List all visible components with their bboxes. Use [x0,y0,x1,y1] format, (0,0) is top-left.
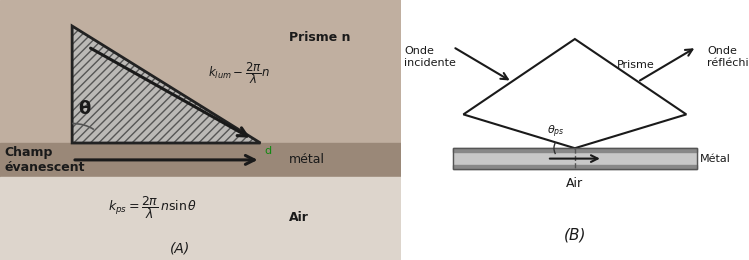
Bar [0,143,401,177]
Text: Prisme n: Prisme n [288,31,350,44]
Text: métal: métal [288,153,324,166]
Bar [0,177,401,260]
Bar [453,148,697,152]
Text: d: d [264,146,272,155]
Text: Métal: Métal [700,154,731,164]
Polygon shape [72,26,261,143]
Bar [0,0,401,143]
Bar [453,165,697,169]
Bar [453,148,697,169]
Text: Air: Air [288,211,309,224]
Text: Onde
réfléchie: Onde réfléchie [707,46,749,68]
Text: $\theta_{ps}$: $\theta_{ps}$ [547,123,565,140]
Bar [453,148,697,169]
Text: $\mathbf{\theta}$: $\mathbf{\theta}$ [78,100,91,118]
Text: Champ
évanescent: Champ évanescent [4,146,85,174]
Text: (B): (B) [563,227,586,242]
Text: $k_{ps} = \dfrac{2\pi}{\lambda}\,n\sin\theta$: $k_{ps} = \dfrac{2\pi}{\lambda}\,n\sin\t… [108,194,197,222]
Text: Air: Air [566,177,583,190]
Text: Prisme: Prisme [616,60,655,70]
Text: Onde
incidente: Onde incidente [404,46,456,68]
Text: $k_{lum} - \dfrac{2\pi}{\lambda}n$: $k_{lum} - \dfrac{2\pi}{\lambda}n$ [208,60,270,86]
Text: (A): (A) [170,241,190,255]
